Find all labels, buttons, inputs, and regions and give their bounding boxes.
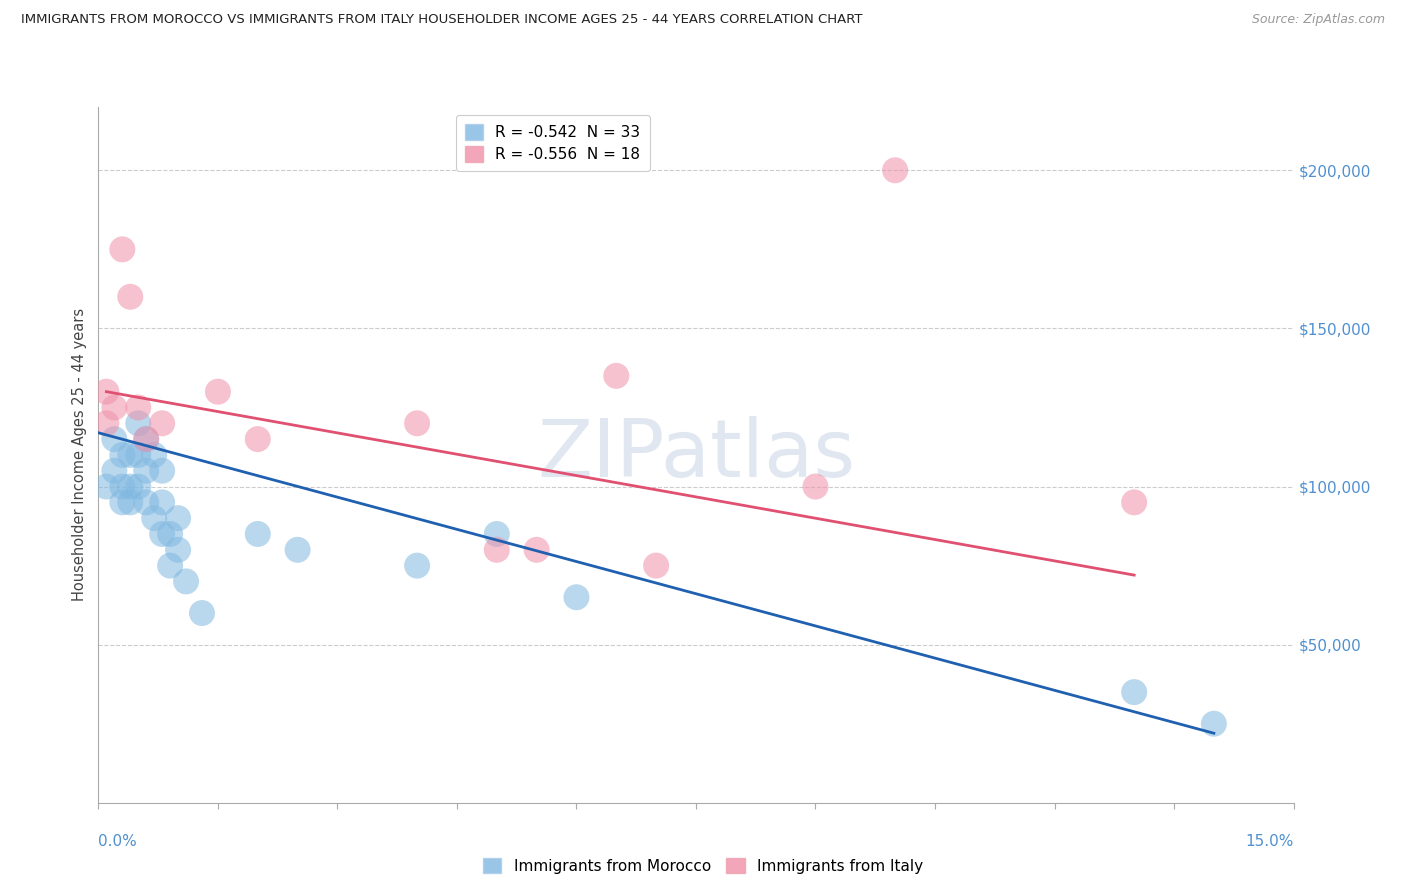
Point xyxy=(150,495,173,509)
Point xyxy=(150,417,173,431)
Point xyxy=(150,464,173,478)
Y-axis label: Householder Income Ages 25 - 44 years: Householder Income Ages 25 - 44 years xyxy=(72,309,87,601)
Point xyxy=(143,448,166,462)
Point xyxy=(605,368,627,383)
Point xyxy=(103,464,125,478)
Point xyxy=(1123,685,1146,699)
Point xyxy=(1202,716,1225,731)
Point xyxy=(406,558,429,573)
Legend: R = -0.542  N = 33, R = -0.556  N = 18: R = -0.542 N = 33, R = -0.556 N = 18 xyxy=(456,115,650,171)
Point xyxy=(135,495,157,509)
Point xyxy=(111,479,134,493)
Point xyxy=(485,542,508,557)
Point xyxy=(287,542,309,557)
Point xyxy=(120,479,142,493)
Point xyxy=(804,479,827,493)
Point xyxy=(127,417,149,431)
Point xyxy=(485,527,508,541)
Point xyxy=(96,417,118,431)
Point xyxy=(103,432,125,446)
Point xyxy=(167,542,190,557)
Legend: Immigrants from Morocco, Immigrants from Italy: Immigrants from Morocco, Immigrants from… xyxy=(477,852,929,880)
Point xyxy=(565,591,588,605)
Point xyxy=(127,479,149,493)
Point xyxy=(174,574,197,589)
Point xyxy=(120,448,142,462)
Text: IMMIGRANTS FROM MOROCCO VS IMMIGRANTS FROM ITALY HOUSEHOLDER INCOME AGES 25 - 44: IMMIGRANTS FROM MOROCCO VS IMMIGRANTS FR… xyxy=(21,13,863,27)
Point xyxy=(127,401,149,415)
Point xyxy=(135,432,157,446)
Point xyxy=(246,432,269,446)
Text: Source: ZipAtlas.com: Source: ZipAtlas.com xyxy=(1251,13,1385,27)
Point xyxy=(120,495,142,509)
Point xyxy=(167,511,190,525)
Point xyxy=(111,495,134,509)
Text: ZIPatlas: ZIPatlas xyxy=(537,416,855,494)
Point xyxy=(159,558,181,573)
Point xyxy=(150,527,173,541)
Point xyxy=(143,511,166,525)
Point xyxy=(246,527,269,541)
Point xyxy=(111,448,134,462)
Point xyxy=(191,606,214,620)
Text: 0.0%: 0.0% xyxy=(98,834,138,849)
Point xyxy=(884,163,907,178)
Point xyxy=(207,384,229,399)
Point xyxy=(526,542,548,557)
Point xyxy=(406,417,429,431)
Point xyxy=(111,243,134,257)
Point xyxy=(120,290,142,304)
Point xyxy=(103,401,125,415)
Point xyxy=(1123,495,1146,509)
Point xyxy=(96,479,118,493)
Point xyxy=(645,558,668,573)
Point xyxy=(135,464,157,478)
Text: 15.0%: 15.0% xyxy=(1246,834,1294,849)
Point xyxy=(159,527,181,541)
Point xyxy=(127,448,149,462)
Point xyxy=(96,384,118,399)
Point xyxy=(135,432,157,446)
